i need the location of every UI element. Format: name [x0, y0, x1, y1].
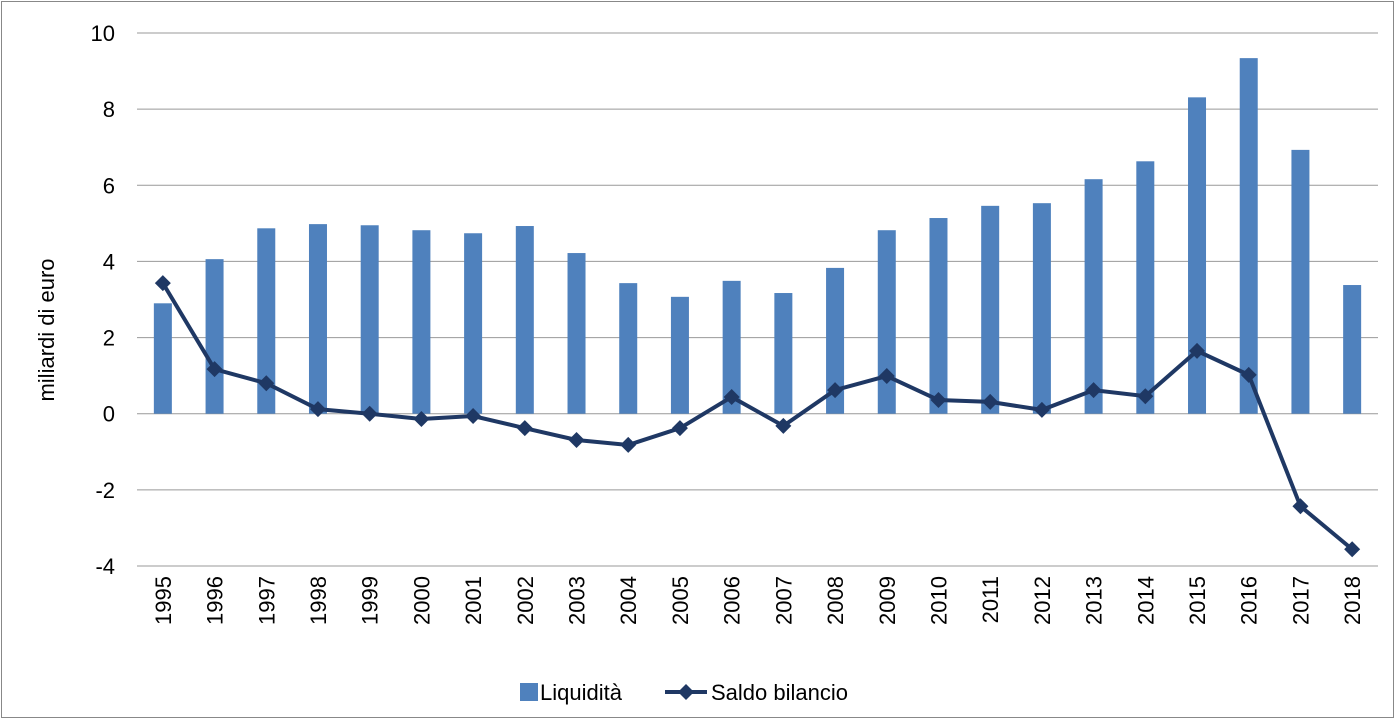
x-tick-label: 2013 — [1082, 576, 1107, 625]
line-marker — [1240, 366, 1257, 383]
line-marker — [1085, 382, 1102, 399]
bar — [722, 280, 741, 414]
legend-label: Liquidità — [540, 680, 623, 705]
x-tick-label: 2011 — [978, 576, 1003, 623]
x-tick-label: 2003 — [565, 576, 590, 625]
bar — [412, 230, 431, 414]
line-marker — [930, 392, 947, 409]
legend-swatch — [520, 683, 538, 701]
bar — [567, 253, 586, 414]
legend-swatch — [678, 684, 694, 700]
bar — [929, 218, 948, 414]
x-tick-label: 2007 — [771, 576, 796, 625]
bar — [1239, 58, 1258, 414]
line-marker — [465, 407, 482, 424]
line-marker — [413, 411, 430, 428]
legend-label: Saldo bilancio — [711, 680, 848, 705]
bar — [670, 296, 689, 414]
line-marker — [206, 361, 223, 378]
x-tick-label: 2002 — [513, 576, 538, 625]
y-tick-label: 8 — [103, 97, 115, 122]
bar — [1188, 97, 1207, 414]
bar — [1343, 285, 1362, 414]
bar — [360, 225, 379, 414]
bar — [619, 283, 638, 414]
y-tick-label: 10 — [91, 21, 115, 46]
line-marker — [775, 417, 792, 434]
x-tick-label: 2006 — [720, 576, 745, 625]
y-tick-label: 6 — [103, 173, 115, 198]
x-tick-label: 2009 — [875, 576, 900, 625]
bar — [308, 224, 327, 414]
bar — [257, 228, 276, 414]
line — [161, 282, 1354, 551]
x-tick-label: 1997 — [254, 576, 279, 625]
line-marker — [827, 382, 844, 399]
bar — [981, 205, 1000, 414]
line-marker — [1292, 498, 1309, 515]
line-marker — [620, 436, 637, 453]
bar — [515, 226, 534, 414]
x-tick-label: 1998 — [306, 576, 331, 625]
y-tick-label: 2 — [103, 326, 115, 351]
x-tick-label: 2012 — [1030, 576, 1055, 625]
bar — [1032, 203, 1051, 414]
y-axis-label: miliardi di euro — [34, 258, 59, 401]
line-marker — [1189, 342, 1206, 359]
line-marker — [361, 405, 378, 422]
bar — [826, 267, 845, 414]
x-tick-label: 1996 — [203, 576, 228, 625]
x-tick-label: 1995 — [151, 576, 176, 625]
x-tick-label: 2018 — [1340, 576, 1365, 625]
line-marker — [723, 388, 740, 405]
line-marker — [1033, 401, 1050, 418]
bar — [877, 230, 896, 414]
x-tick-label: 2010 — [926, 576, 951, 625]
line-marker — [878, 368, 895, 385]
x-tick-label: 2017 — [1288, 576, 1313, 625]
line-marker — [516, 420, 533, 437]
line-marker — [1344, 541, 1361, 558]
y-tick-label: 4 — [103, 249, 115, 274]
bar — [153, 303, 172, 414]
x-tick-label: 2004 — [616, 576, 641, 625]
line-marker — [258, 375, 275, 392]
x-tick-label: 2015 — [1185, 576, 1210, 625]
x-tick-label: 2014 — [1133, 576, 1158, 625]
x-tick-label: 1999 — [358, 576, 383, 625]
bar — [205, 259, 224, 414]
bar — [774, 293, 793, 414]
x-tick-label: 2016 — [1237, 576, 1262, 625]
line-marker — [154, 275, 171, 292]
bar — [464, 233, 483, 414]
line-marker — [568, 431, 585, 448]
x-tick-label: 2000 — [409, 576, 434, 625]
y-tick-label: 0 — [103, 402, 115, 427]
y-tick-label: -2 — [95, 478, 115, 503]
x-tick-label: 2005 — [668, 576, 693, 625]
x-tick-label: 2001 — [461, 576, 486, 625]
bar — [1136, 161, 1155, 414]
line-marker — [671, 420, 688, 437]
bar — [1291, 149, 1310, 414]
line-marker — [309, 401, 326, 418]
line-marker — [1137, 388, 1154, 405]
line-marker — [982, 393, 999, 410]
x-tick-label: 2008 — [823, 576, 848, 625]
bar — [1084, 179, 1103, 414]
y-tick-label: -4 — [95, 554, 115, 579]
